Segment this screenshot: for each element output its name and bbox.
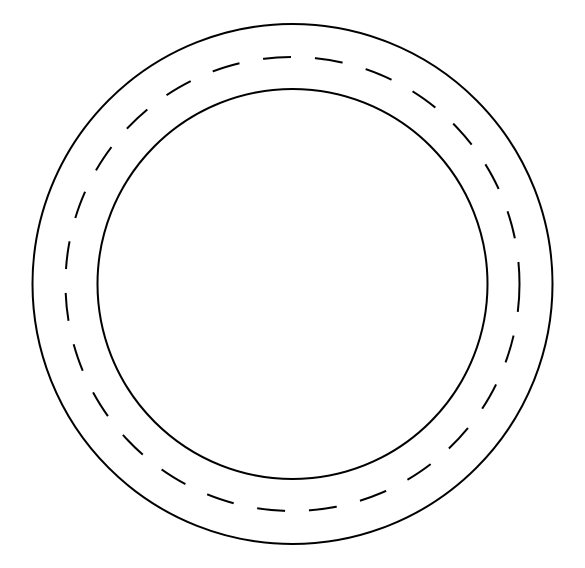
ring-svg <box>0 0 585 568</box>
dashed-circle <box>65 57 519 511</box>
inner-circle <box>97 89 487 479</box>
outer-circle <box>32 24 552 544</box>
ring-diagram <box>0 0 585 568</box>
